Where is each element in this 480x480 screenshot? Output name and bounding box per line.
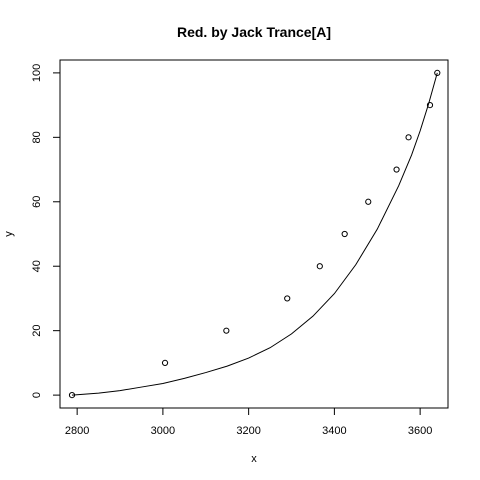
data-point [161,359,169,366]
data-point [434,69,441,76]
data-point [405,134,412,141]
y-tick-label: 0 [31,392,43,398]
data-point [68,392,76,399]
x-tick-label: 2800 [65,425,89,437]
data-point [426,102,434,109]
y-tick-label: 40 [31,260,43,272]
y-axis-label: y [3,231,15,237]
x-axis: 2800 3000 3200 3400 3600 [65,408,432,437]
data-point [365,198,372,205]
fitted-curve-line [71,72,438,396]
x-tick-label: 3000 [151,425,175,437]
plot-frame [59,59,449,409]
y-tick-label: 60 [31,196,43,208]
x-tick-label: 3200 [236,425,260,437]
chart-title: Red. by Jack Trance[A] [177,24,331,40]
data-point [316,263,323,270]
x-tick-label: 3600 [408,425,432,437]
data-points [68,69,441,399]
y-tick-label: 20 [31,325,43,337]
data-point [341,230,348,238]
y-tick-label: 80 [31,131,43,143]
x-tick-label: 3400 [322,425,346,437]
data-point [223,327,230,334]
y-tick-label: 100 [31,64,43,82]
data-point [284,295,291,302]
data-point [393,166,400,173]
y-axis: 0 20 40 60 80 100 [31,64,60,398]
x-axis-label: x [251,453,257,465]
